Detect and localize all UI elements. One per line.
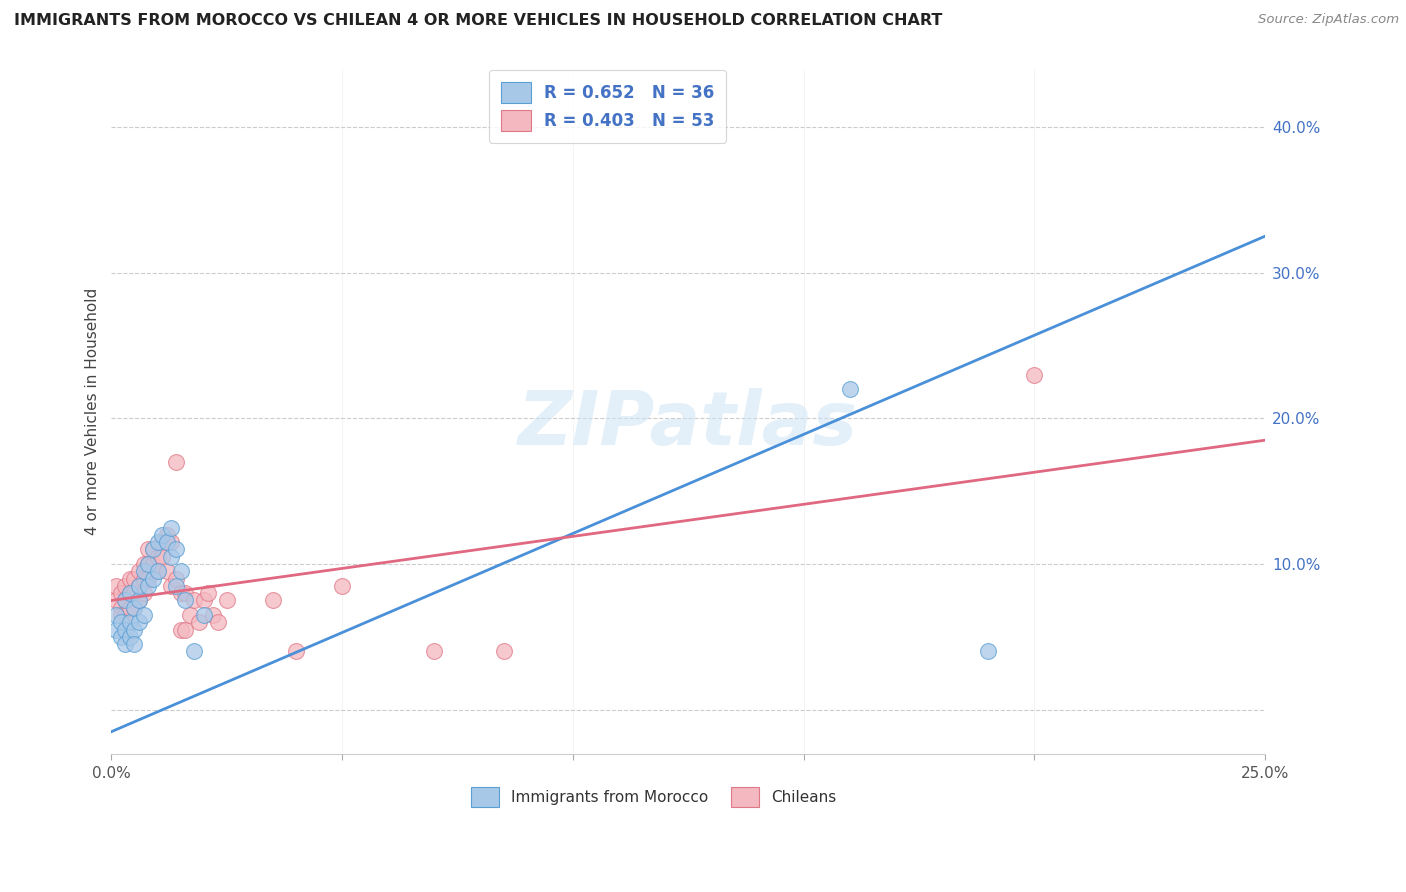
Point	[124, 586, 146, 600]
Point	[132, 572, 155, 586]
Point	[138, 542, 160, 557]
Point	[128, 579, 150, 593]
Point	[156, 535, 179, 549]
Point	[193, 593, 215, 607]
Point	[114, 593, 136, 607]
Point	[330, 579, 353, 593]
Point	[118, 586, 141, 600]
Point	[201, 608, 224, 623]
Point	[146, 565, 169, 579]
Point	[142, 572, 165, 586]
Point	[169, 623, 191, 637]
Point	[188, 615, 211, 630]
Point	[160, 535, 183, 549]
Point	[132, 586, 155, 600]
Point	[165, 572, 187, 586]
Y-axis label: 4 or more Vehicles in Household: 4 or more Vehicles in Household	[86, 287, 100, 534]
Point	[160, 579, 183, 593]
Point	[150, 549, 173, 564]
Point	[105, 593, 128, 607]
Text: IMMIGRANTS FROM MOROCCO VS CHILEAN 4 OR MORE VEHICLES IN HOUSEHOLD CORRELATION C: IMMIGRANTS FROM MOROCCO VS CHILEAN 4 OR …	[14, 13, 942, 29]
Point	[146, 565, 169, 579]
Point	[114, 608, 136, 623]
Point	[114, 623, 136, 637]
Point	[174, 623, 197, 637]
Point	[124, 637, 146, 651]
Point	[174, 593, 197, 607]
Point	[492, 644, 515, 658]
Point	[165, 455, 187, 469]
Point	[128, 565, 150, 579]
Point	[114, 637, 136, 651]
Point	[169, 586, 191, 600]
Point	[183, 593, 205, 607]
Point	[262, 593, 284, 607]
Point	[128, 593, 150, 607]
Point	[105, 623, 128, 637]
Legend: Immigrants from Morocco, Chileans: Immigrants from Morocco, Chileans	[464, 780, 844, 814]
Point	[118, 572, 141, 586]
Point	[114, 593, 136, 607]
Point	[138, 557, 160, 571]
Point	[142, 542, 165, 557]
Point	[128, 579, 150, 593]
Point	[132, 565, 155, 579]
Point	[183, 644, 205, 658]
Point	[156, 565, 179, 579]
Point	[146, 535, 169, 549]
Point	[128, 593, 150, 607]
Point	[110, 615, 132, 630]
Point	[124, 600, 146, 615]
Point	[150, 528, 173, 542]
Point	[838, 382, 860, 396]
Point	[118, 600, 141, 615]
Point	[118, 630, 141, 644]
Text: Source: ZipAtlas.com: Source: ZipAtlas.com	[1258, 13, 1399, 27]
Text: ZIPatlas: ZIPatlas	[519, 388, 858, 461]
Point	[110, 630, 132, 644]
Point	[215, 593, 238, 607]
Point	[179, 608, 201, 623]
Point	[142, 542, 165, 557]
Point	[977, 644, 1000, 658]
Point	[160, 549, 183, 564]
Point	[174, 586, 197, 600]
Point	[207, 615, 229, 630]
Point	[142, 557, 165, 571]
Point	[118, 615, 141, 630]
Point	[124, 623, 146, 637]
Point	[132, 557, 155, 571]
Point	[150, 535, 173, 549]
Point	[118, 586, 141, 600]
Point	[165, 579, 187, 593]
Point	[285, 644, 308, 658]
Point	[156, 528, 179, 542]
Point	[110, 608, 132, 623]
Point	[165, 542, 187, 557]
Point	[124, 572, 146, 586]
Point	[128, 615, 150, 630]
Point	[138, 572, 160, 586]
Point	[169, 565, 191, 579]
Point	[132, 608, 155, 623]
Point	[423, 644, 446, 658]
Point	[197, 586, 219, 600]
Point	[138, 579, 160, 593]
Point	[124, 600, 146, 615]
Point	[110, 600, 132, 615]
Point	[193, 608, 215, 623]
Point	[138, 557, 160, 571]
Point	[110, 586, 132, 600]
Point	[105, 579, 128, 593]
Point	[146, 549, 169, 564]
Point	[114, 579, 136, 593]
Point	[105, 608, 128, 623]
Point	[160, 520, 183, 534]
Point	[1024, 368, 1046, 382]
